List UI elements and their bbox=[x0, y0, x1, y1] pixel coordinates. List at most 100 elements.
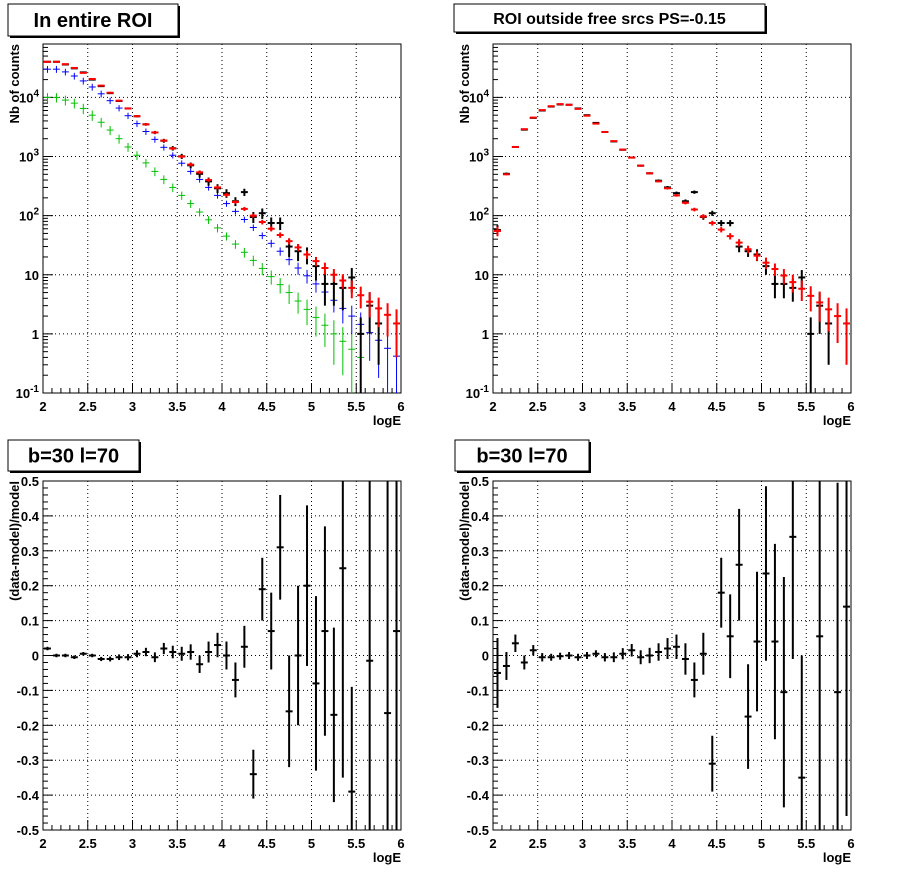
data-point bbox=[240, 625, 248, 668]
data-point bbox=[798, 655, 806, 830]
data-point bbox=[556, 652, 564, 660]
data-point bbox=[735, 508, 743, 621]
data-point bbox=[151, 652, 159, 663]
data-point bbox=[520, 128, 528, 131]
title-frame bbox=[7, 439, 140, 472]
data-point bbox=[321, 262, 329, 275]
data-point bbox=[52, 93, 60, 103]
x-tick-label: 4 bbox=[668, 836, 676, 851]
data-point bbox=[44, 646, 51, 651]
data-point bbox=[124, 654, 132, 661]
data-point bbox=[628, 156, 636, 159]
data-point bbox=[681, 201, 689, 205]
data-point bbox=[681, 643, 689, 675]
pad-title-box: b=30 l=70 bbox=[7, 439, 141, 473]
data-point bbox=[258, 208, 266, 219]
x-axis-label: logE bbox=[373, 413, 401, 428]
data-point bbox=[142, 123, 150, 126]
series-0 bbox=[494, 481, 850, 830]
data-point bbox=[169, 645, 177, 659]
data-point bbox=[393, 481, 400, 830]
data-point bbox=[726, 233, 734, 240]
data-point bbox=[393, 309, 400, 358]
y-tick-label: 102 bbox=[19, 207, 39, 224]
data-point bbox=[52, 60, 60, 63]
data-point bbox=[249, 224, 257, 231]
y-tick-label: -0.2 bbox=[467, 718, 489, 733]
data-point bbox=[789, 481, 797, 659]
data-point bbox=[52, 653, 60, 658]
data-point bbox=[276, 217, 284, 231]
y-tick-label: 0.5 bbox=[21, 474, 39, 489]
data-point bbox=[223, 193, 230, 197]
data-point bbox=[267, 592, 275, 670]
data-point bbox=[160, 642, 168, 655]
data-point bbox=[240, 188, 248, 196]
data-point bbox=[240, 206, 248, 211]
data-point bbox=[375, 297, 383, 328]
data-point bbox=[196, 208, 204, 217]
data-point bbox=[646, 647, 654, 664]
data-point bbox=[294, 244, 302, 252]
pad-title-box: In entire ROI bbox=[7, 3, 180, 38]
data-point bbox=[151, 167, 159, 177]
y-tick-label: 1 bbox=[32, 327, 39, 342]
y-tick-label: 0.5 bbox=[471, 474, 489, 489]
plot-frame bbox=[492, 480, 852, 831]
data-point bbox=[762, 257, 770, 270]
pad-title: In entire ROI bbox=[34, 10, 153, 32]
data-point bbox=[816, 481, 824, 830]
x-tick-label: 6 bbox=[397, 836, 404, 851]
data-point bbox=[44, 65, 51, 73]
data-point bbox=[798, 280, 806, 301]
data-point bbox=[330, 627, 338, 803]
data-point bbox=[249, 255, 257, 267]
plot-area bbox=[493, 481, 851, 830]
data-point bbox=[574, 653, 582, 661]
data-point bbox=[816, 291, 824, 322]
y-tick-label: 10 bbox=[475, 268, 489, 283]
data-point bbox=[655, 180, 663, 183]
y-tick-label: 0 bbox=[482, 649, 489, 664]
data-point bbox=[70, 655, 78, 659]
plot-frame bbox=[42, 43, 402, 394]
x-tick-label: 2.5 bbox=[529, 836, 547, 851]
plot-area bbox=[43, 481, 401, 830]
data-point bbox=[97, 117, 105, 128]
plot-frame bbox=[42, 480, 402, 831]
data-point bbox=[843, 308, 850, 365]
y-tick-label: -0.3 bbox=[467, 753, 489, 768]
title-frame bbox=[454, 439, 590, 472]
y-tick-label: -0.1 bbox=[467, 683, 489, 698]
y-axis-label: (data-model)/model bbox=[7, 481, 22, 601]
data-point bbox=[169, 152, 177, 159]
data-point bbox=[807, 317, 815, 393]
data-point bbox=[673, 634, 680, 659]
y-axis-label: (data-model)/model bbox=[457, 481, 472, 601]
data-point bbox=[601, 653, 609, 662]
data-point bbox=[601, 130, 609, 133]
y-tick-label: -0.5 bbox=[467, 823, 489, 838]
data-point bbox=[330, 269, 338, 283]
data-point bbox=[789, 274, 797, 293]
data-point bbox=[771, 274, 779, 299]
data-point bbox=[565, 652, 573, 659]
x-tick-label: 2 bbox=[489, 399, 496, 414]
x-tick-label: 4.5 bbox=[258, 399, 276, 414]
data-point bbox=[384, 303, 392, 337]
data-point bbox=[664, 187, 671, 190]
data-point bbox=[529, 116, 537, 119]
data-point bbox=[717, 227, 725, 233]
data-point bbox=[231, 662, 239, 698]
data-point bbox=[106, 656, 114, 662]
data-point bbox=[294, 292, 302, 314]
data-point bbox=[637, 164, 645, 167]
data-point bbox=[97, 656, 105, 662]
x-tick-label: 5 bbox=[308, 399, 315, 414]
data-point bbox=[348, 280, 356, 299]
data-point bbox=[780, 269, 788, 285]
data-point bbox=[133, 115, 141, 118]
data-point bbox=[339, 327, 347, 376]
data-point bbox=[61, 95, 69, 106]
